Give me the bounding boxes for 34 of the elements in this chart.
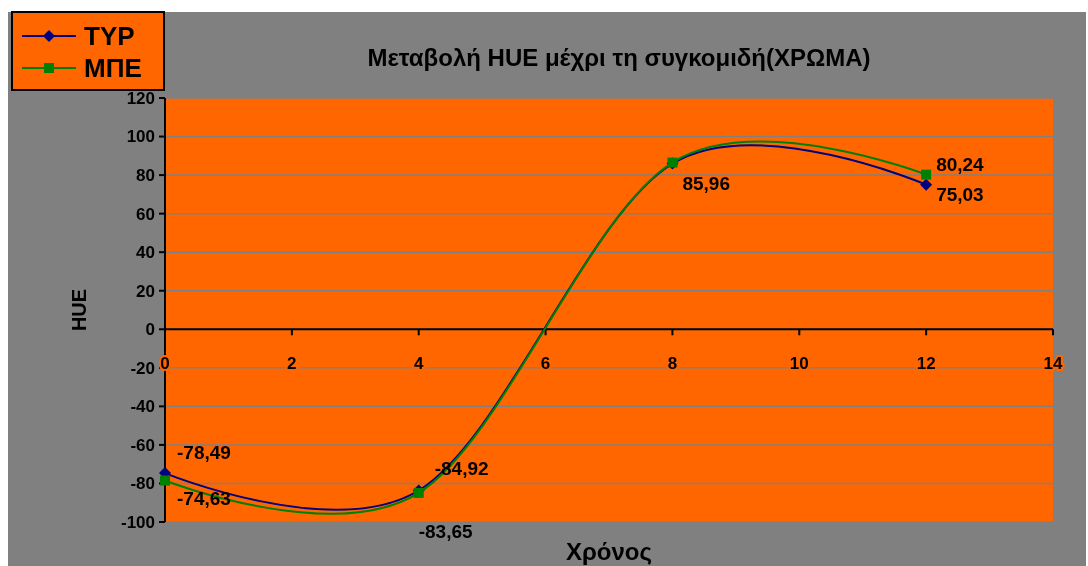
y-tick-label: -60 xyxy=(130,435,155,455)
y-tick-label: -20 xyxy=(130,358,155,378)
x-tick-label: 4 xyxy=(413,354,424,374)
data-label: -74,63 xyxy=(177,488,231,510)
y-tick-label: 80 xyxy=(136,166,155,186)
x-tick-label: 10 xyxy=(789,354,809,374)
x-axis-title: Χρόνος xyxy=(565,538,653,565)
data-label: 75,03 xyxy=(936,183,984,205)
x-tick-label: 0 xyxy=(160,354,170,374)
point xyxy=(920,178,933,191)
point xyxy=(921,169,932,180)
point xyxy=(160,475,170,486)
y-tick-label: -100 xyxy=(120,512,155,532)
y-tick-label: 40 xyxy=(136,243,155,263)
data-label: -78,49 xyxy=(177,441,231,463)
x-tick-label: 14 xyxy=(1043,354,1063,374)
y-tick-label: 60 xyxy=(136,204,155,224)
chart-title: Μεταβολή HUE μέχρι τη συγκομιδή(ΧΡΩΜΑ) xyxy=(367,44,871,71)
y-tick-label: 20 xyxy=(136,281,155,301)
y-tick-label: 100 xyxy=(126,127,155,147)
y-tick-label: 120 xyxy=(126,88,155,108)
y-axis-title: HUE xyxy=(68,288,90,332)
x-tick-label: 2 xyxy=(287,354,297,374)
data-label: -83,65 xyxy=(418,521,474,543)
x-tick-label: 8 xyxy=(667,354,678,374)
legend-label: ΜΠΕ xyxy=(84,53,142,84)
y-tick-label: 0 xyxy=(145,320,155,340)
y-tick-label: -80 xyxy=(130,474,155,494)
data-label: 85,96 xyxy=(682,172,730,194)
data-label: 80,24 xyxy=(936,153,985,175)
y-tick-label: -40 xyxy=(130,397,155,417)
x-tick-label: 12 xyxy=(916,354,936,374)
legend-label: TYP xyxy=(84,21,135,52)
x-tick-label: 6 xyxy=(540,354,551,374)
